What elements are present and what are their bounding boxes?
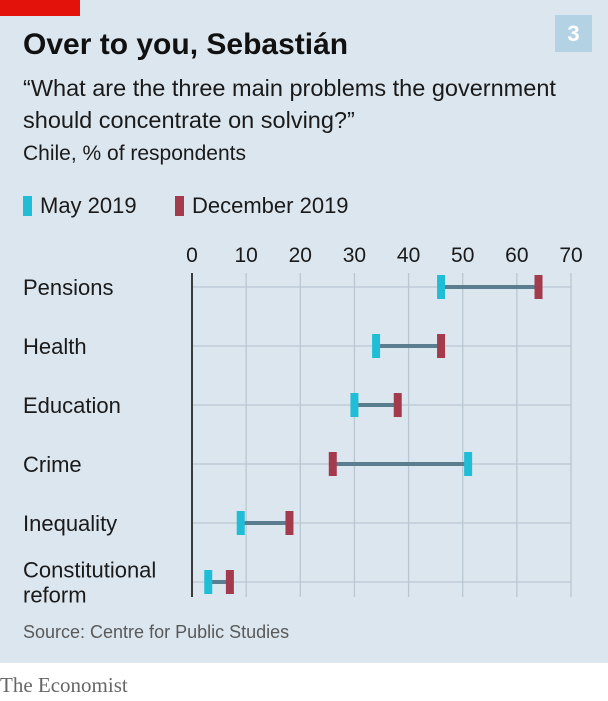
category-label: Inequality — [23, 511, 117, 536]
category-label: Education — [23, 393, 121, 418]
x-tick-label: 30 — [343, 244, 366, 267]
chart-number-badge: 3 — [555, 15, 592, 52]
legend-label-may-2019: May 2019 — [40, 193, 137, 218]
marker-december-2019 — [328, 452, 337, 476]
x-tick-label: 60 — [505, 244, 528, 267]
x-tick-label: 20 — [289, 244, 312, 267]
x-tick-label: 70 — [559, 244, 582, 267]
marker-may-2019 — [350, 393, 359, 417]
marker-may-2019 — [236, 511, 245, 535]
legend-swatch-may-2019 — [23, 196, 32, 216]
category-label: Pensions — [23, 275, 114, 300]
source-note: Source: Centre for Public Studies — [23, 622, 290, 642]
marker-december-2019 — [285, 511, 294, 535]
marker-may-2019 — [464, 452, 473, 476]
marker-may-2019 — [204, 570, 213, 594]
chart-subtitle: “What are the three main problems the go… — [23, 75, 556, 133]
category-label: Crime — [23, 452, 82, 477]
dot-range-chart: 0 10 20 30 40 50 60 70 Pensions Health Education Cr… — [23, 244, 583, 608]
chart-units-note: Chile, % of respondents — [23, 142, 246, 165]
marker-december-2019 — [393, 393, 402, 417]
category-label: reform — [23, 583, 87, 608]
category-label: Constitutional — [23, 558, 156, 583]
marker-december-2019 — [437, 334, 446, 358]
x-tick-label: 0 — [186, 244, 198, 267]
x-tick-label: 10 — [234, 244, 257, 267]
marker-may-2019 — [437, 275, 446, 299]
marker-may-2019 — [372, 334, 381, 358]
category-label: Health — [23, 334, 87, 359]
chart-panel — [0, 0, 608, 663]
publisher-logo-text: The Economist — [0, 673, 128, 697]
brand-red-tag — [0, 0, 80, 16]
x-tick-label: 40 — [397, 244, 420, 267]
legend-swatch-december-2019 — [175, 196, 184, 216]
chart-title: Over to you, Sebastián — [23, 28, 349, 61]
x-tick-label: 50 — [451, 244, 474, 267]
marker-december-2019 — [534, 275, 543, 299]
marker-december-2019 — [225, 570, 234, 594]
legend-label-december-2019: December 2019 — [192, 193, 349, 218]
